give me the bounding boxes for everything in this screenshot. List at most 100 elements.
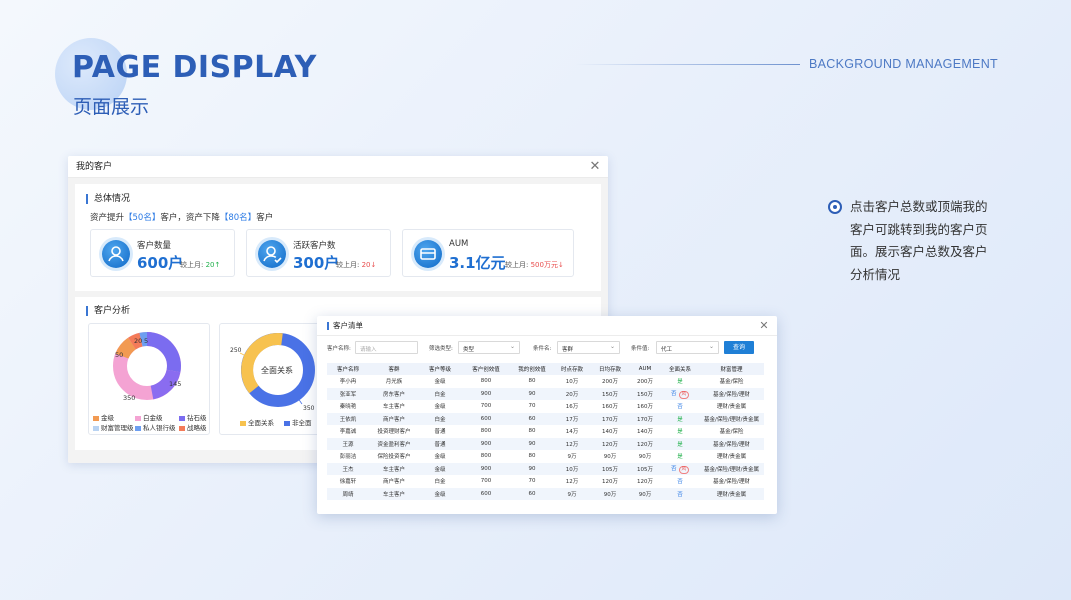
table-cell: 商户客户: [369, 475, 419, 488]
table-cell: 是: [661, 425, 699, 438]
cell-value: 14万: [565, 429, 579, 436]
page-title: PAGE DISPLAY: [72, 50, 317, 85]
customer-table: 客户名称 客群 客户等级 客户创效值 我的创效值 时点存款 日均存款 AUM 全…: [327, 363, 764, 500]
donut-label: 145: [169, 380, 181, 388]
legend-item: 金级: [93, 412, 114, 422]
level-legend: 金级 白金级 钻石级 财富管理级 私人银行级 战略级: [93, 412, 211, 434]
table-cell: 月光族: [369, 375, 419, 388]
cell-value: 车主客户: [382, 491, 405, 498]
table-row[interactable]: 徐嘉轩 商户客户 白金 700 70 12万 120万 120万 否 基金/保险/理财: [327, 475, 764, 488]
table-cell: 车主客户: [369, 487, 419, 500]
column-header[interactable]: 客户等级: [419, 363, 461, 375]
table-cell: 白金: [419, 387, 461, 400]
table-row[interactable]: 张亚军 房东客户 白金 900 90 20万 150万 150万 否风 基金/保险/理财: [327, 387, 764, 400]
table-cell: 基金/保险/理财: [699, 437, 764, 450]
table-cell: 120万: [629, 475, 661, 488]
table-row[interactable]: 王源 资金盈利客户 普通 900 90 12万 120万 120万 是 基金/保险/理财: [327, 437, 764, 450]
table-cell: 160万: [591, 400, 629, 413]
cell-value: 房东客户: [382, 391, 405, 398]
cell-value: 90万: [638, 454, 652, 461]
cell-value: 白金: [434, 479, 446, 486]
compare-label: 较上月:: [180, 261, 204, 269]
stat-card-aum[interactable]: AUM 3.1亿元 较上月: 500万元↓: [402, 229, 574, 277]
table-cell: 14万: [553, 425, 591, 438]
cell-value: 900: [480, 390, 492, 397]
stat-card-customers[interactable]: 客户数量 600户 较上月: 20↑: [90, 229, 235, 277]
cell-value: 90万: [603, 491, 617, 498]
chevron-down-icon: ⌄: [708, 343, 714, 350]
cell-value: 基金/保险/理财: [713, 391, 750, 398]
column-header[interactable]: 客群: [369, 363, 419, 375]
cell-value: 白金: [434, 416, 446, 423]
cell-value: 商户客户: [382, 479, 405, 486]
stat-label: 客户数量: [137, 241, 172, 251]
table-row[interactable]: 周靖 车主客户 金级 600 60 9万 90万 90万 否 理财/贵金属: [327, 487, 764, 500]
table-cell: 70: [511, 475, 553, 488]
cell-value: 120万: [637, 479, 653, 486]
close-icon[interactable]: ✕: [589, 159, 601, 174]
table-row[interactable]: 王依凯 商户客户 白金 600 60 17万 170万 170万 是 基金/保险/理财/贵金属: [327, 412, 764, 425]
table-cell: 170万: [591, 412, 629, 425]
type-select[interactable]: 类型 ⌄: [458, 341, 520, 354]
column-header[interactable]: 客户创效值: [461, 363, 511, 375]
customer-list-window: 客户清单 ✕ 客户名称: 请输入 筛选类型: 类型 ⌄ 条件名: 客群 ⌄ 条件值:…: [317, 316, 777, 514]
column-header[interactable]: 日均存款: [591, 363, 629, 375]
table-row[interactable]: 彭丽洁 保险投资客户 金级 800 80 9万 90万 90万 是 理财/贵金属: [327, 450, 764, 463]
cell-value: 150万: [602, 391, 618, 398]
chevron-down-icon: ⌄: [509, 343, 515, 350]
table-row[interactable]: 秦晓艳 车主客户 金级 700 70 16万 160万 160万 否 理财/贵金属: [327, 400, 764, 413]
legend-item: 财富管理级: [93, 422, 134, 432]
column-header[interactable]: AUM: [629, 363, 661, 375]
column-header[interactable]: 客户名称: [327, 363, 369, 375]
table-header-row: 客户名称 客群 客户等级 客户创效值 我的创效值 时点存款 日均存款 AUM 全…: [327, 363, 764, 375]
cell-value: 金级: [434, 466, 446, 473]
cell-value: 700: [480, 403, 492, 410]
cell-value: 120万: [637, 441, 653, 448]
cell-value: 80: [528, 428, 536, 435]
relationship-donut: 全面关系 250 350: [230, 333, 315, 412]
table-row[interactable]: 李小冉 月光族 金级 800 80 10万 200万 200万 是 基金/保险: [327, 375, 764, 388]
condition-name-select[interactable]: 客群 ⌄: [557, 341, 620, 354]
table-cell: 车主客户: [369, 400, 419, 413]
column-header[interactable]: 时点存款: [553, 363, 591, 375]
summary-up-link[interactable]: 【50名】: [124, 213, 161, 223]
table-cell: 理财/贵金属: [699, 487, 764, 500]
cell-value: 普通: [434, 429, 446, 436]
query-button[interactable]: 查询: [724, 341, 754, 354]
stat-compare: 较上月: 20↓: [336, 260, 376, 270]
table-cell: 800: [461, 375, 511, 388]
table-row[interactable]: 李嘉诚 投资理财客户 普通 800 80 14万 140万 140万 是 基金/保险: [327, 425, 764, 438]
table-cell: 105万: [629, 462, 661, 475]
legend-label: 财富管理级: [101, 424, 134, 432]
customer-name-input[interactable]: 请输入: [355, 341, 418, 354]
column-header[interactable]: 我的创效值: [511, 363, 553, 375]
table-cell: 保险投资客户: [369, 450, 419, 463]
cell-value: 王源: [342, 441, 354, 448]
cell-value: 李小冉: [339, 379, 357, 386]
cell-value: 徐嘉轩: [339, 479, 357, 486]
table-cell: 120万: [629, 437, 661, 450]
stat-value: 3.1亿元: [449, 254, 506, 272]
table-row[interactable]: 王杰 车主客户 金级 900 90 10万 105万 105万否风基金/保险/理财/贵金属: [327, 462, 764, 475]
table-cell: 是: [661, 437, 699, 450]
condition-value-select[interactable]: 代工 ⌄: [656, 341, 719, 354]
stat-value: 300户: [293, 254, 340, 272]
window-header: 我的客户 ✕: [68, 156, 608, 178]
customer-level-donut: 20 5 50 350 145: [113, 332, 181, 402]
column-header[interactable]: 全面关系: [661, 363, 699, 375]
cell-value: 基金/保险/理财: [713, 441, 750, 448]
table-cell: 金级: [419, 375, 461, 388]
cell-value: 是: [677, 441, 683, 448]
condition-value-value: 代工: [661, 347, 673, 353]
donut-label: 20: [134, 337, 142, 345]
table-cell: 王杰: [327, 462, 369, 475]
cell-value: 金级: [434, 404, 446, 411]
table-cell: 是: [661, 412, 699, 425]
cell-value: 80: [528, 378, 536, 385]
table-cell: 9万: [553, 487, 591, 500]
close-icon[interactable]: ✕: [759, 319, 769, 332]
stat-card-active[interactable]: 活跃客户数 300户 较上月: 20↓: [246, 229, 391, 277]
table-cell: 白金: [419, 412, 461, 425]
summary-down-link[interactable]: 【80名】: [219, 213, 257, 223]
donut-label: 350: [303, 405, 315, 412]
